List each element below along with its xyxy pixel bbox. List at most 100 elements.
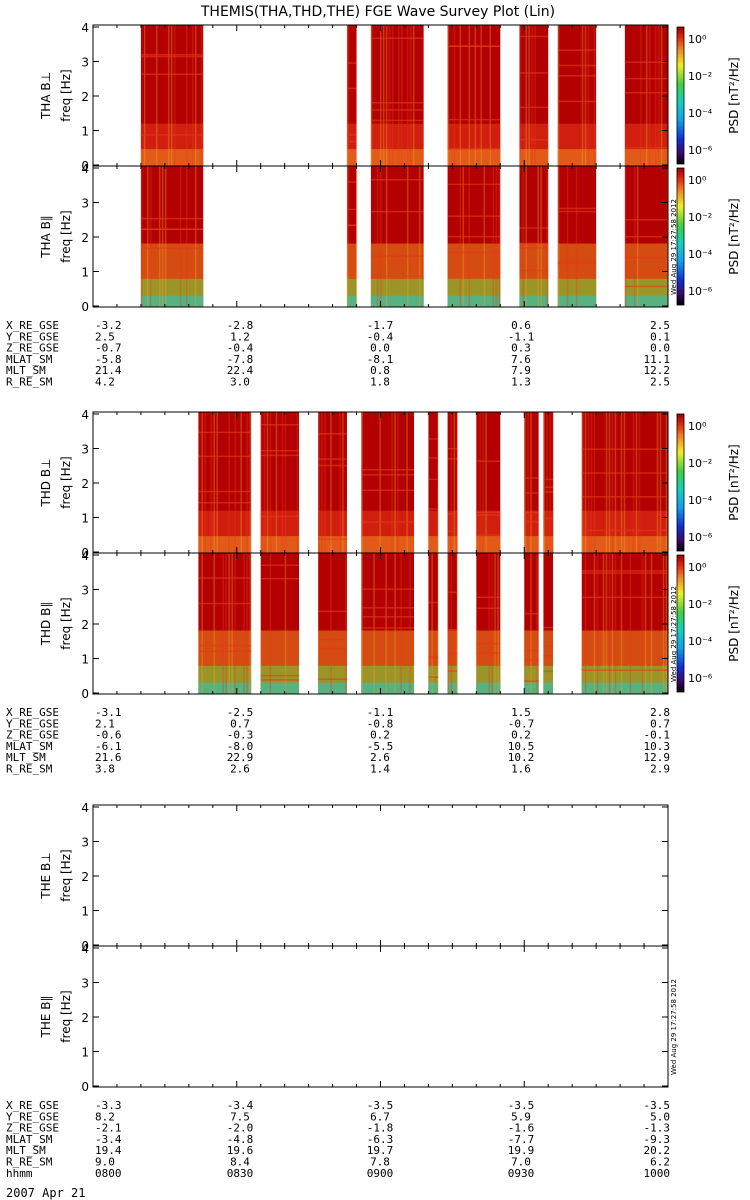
spectrogram-streak xyxy=(231,553,233,694)
spectrogram-streak xyxy=(330,553,332,694)
y-tick-label: 4 xyxy=(81,549,89,563)
spectrogram-harmonic xyxy=(476,652,501,654)
spectrogram-streak xyxy=(342,412,344,553)
spectrogram-harmonic xyxy=(140,73,204,75)
colorbar-tick-label: 10⁻⁴ xyxy=(688,635,713,648)
spectrogram-band xyxy=(346,123,357,166)
spectrogram-band xyxy=(524,682,539,694)
ephemeris-row-label: R_RE_SM xyxy=(6,763,53,776)
spectrogram-band xyxy=(524,536,539,553)
colorbar-tick-label: 10⁰ xyxy=(688,174,707,187)
spectrogram-harmonic xyxy=(428,657,438,659)
spectrogram-harmonic xyxy=(557,75,597,77)
y-tick-label: 0 xyxy=(81,1080,89,1094)
spectrogram-streak xyxy=(173,25,176,166)
spectrogram-band xyxy=(361,682,415,694)
ephemeris-value: -0.6 xyxy=(95,729,122,742)
spectrogram-streak xyxy=(537,166,539,307)
spectrogram-streak xyxy=(249,412,251,553)
spectrogram-band xyxy=(140,295,204,307)
y-tick-label: 0 xyxy=(81,687,89,701)
ephemeris-value: 0.0 xyxy=(370,342,390,355)
spectrogram-band xyxy=(260,682,300,694)
spectrogram-harmonic xyxy=(557,207,597,210)
y-tick-label: 4 xyxy=(81,162,89,176)
spectrogram-streak xyxy=(167,25,170,166)
spectrogram-interval xyxy=(447,412,458,553)
spectrogram-harmonic xyxy=(260,679,300,681)
spectrogram-harmonic xyxy=(198,431,252,434)
ephemeris-row-label: MLT_SM xyxy=(6,1144,46,1157)
spectrogram-harmonic xyxy=(140,247,204,249)
spectrogram-harmonic xyxy=(428,438,438,440)
spectrogram-band xyxy=(428,510,438,553)
colorbar-tick-label: 10⁻⁶ xyxy=(688,672,713,685)
spectrogram-interval xyxy=(346,25,357,166)
spectrogram-streak xyxy=(158,166,161,307)
ephemeris-value: -6.3 xyxy=(367,1133,394,1146)
spectrogram-streak xyxy=(234,553,236,694)
colorbar-tick-label: 10⁻⁴ xyxy=(688,494,713,507)
spectrogram-band xyxy=(476,536,501,553)
spectrogram-streak xyxy=(161,166,164,307)
spectrogram-streak xyxy=(534,25,536,166)
spectrogram-streak xyxy=(194,166,197,307)
spectrogram-streak xyxy=(497,553,499,694)
spectrogram-harmonic xyxy=(581,596,668,599)
spectrogram-interval xyxy=(447,553,458,694)
spectrogram-harmonic xyxy=(318,638,347,641)
spectrogram-harmonic xyxy=(260,564,300,566)
spectrogram-band xyxy=(447,295,501,307)
spectrogram-streak xyxy=(639,25,642,166)
ephemeris-row-label: MLAT_SM xyxy=(6,740,53,753)
spectrogram-harmonic xyxy=(428,457,438,459)
spectrogram-streak xyxy=(346,25,349,166)
spectrogram-streak xyxy=(243,553,245,694)
spectrogram-streak xyxy=(650,553,653,694)
colorbar-label: PSD [nT²/Hz] xyxy=(727,198,741,274)
spectrogram-streak xyxy=(200,25,203,166)
spectrogram-band xyxy=(346,278,357,307)
spectrogram-harmonic xyxy=(624,91,668,94)
spectrogram-band xyxy=(557,149,597,166)
ephemeris-value: -0.8 xyxy=(367,717,394,730)
spectrogram-harmonic xyxy=(198,455,252,458)
spectrogram-band xyxy=(543,682,553,694)
spectrogram-band xyxy=(519,295,549,307)
ephemeris-value: 21.6 xyxy=(95,751,122,764)
spectrogram-streak xyxy=(321,412,323,553)
spectrogram-streak xyxy=(524,412,526,553)
colorbar-label: PSD [nT²/Hz] xyxy=(727,57,741,133)
ephemeris-value: 0.6 xyxy=(511,319,531,332)
colorbar-tick-label: 10⁰ xyxy=(688,420,707,433)
y-tick-label: 4 xyxy=(81,942,89,956)
spectrogram-streak xyxy=(575,166,578,307)
spectrogram-band xyxy=(543,665,553,694)
spectrogram-streak xyxy=(269,412,272,553)
spectrogram-harmonic xyxy=(519,227,549,229)
ephemeris-value: -7.7 xyxy=(508,1133,535,1146)
colorbar-tick-label: 10⁻⁶ xyxy=(688,285,713,298)
spectrogram-streak xyxy=(608,553,611,694)
timestamp-stamp: Wed Aug 29 17:27:58 2012 xyxy=(670,199,678,295)
spectrogram-streak xyxy=(345,553,347,694)
spectrogram-streak xyxy=(234,412,236,553)
spectrogram-harmonic xyxy=(447,513,458,515)
spectrogram-interval xyxy=(346,166,357,307)
colorbar xyxy=(676,167,685,306)
ephemeris-value: 19.7 xyxy=(367,1144,394,1157)
spectrogram-harmonic xyxy=(447,447,458,450)
spectrogram-streak xyxy=(450,553,453,694)
ephemeris-value: -8.0 xyxy=(227,740,254,753)
spectrogram-band xyxy=(318,536,347,553)
spectrogram-streak xyxy=(540,166,542,307)
spectrogram-harmonic xyxy=(140,55,204,58)
spectrogram-streak xyxy=(530,412,532,553)
spectrogram-streak xyxy=(379,25,382,166)
spectrogram-streak xyxy=(406,412,408,553)
spectrogram-harmonic xyxy=(370,37,424,40)
spectrogram-streak xyxy=(447,25,450,166)
ephemeris-value: -3.5 xyxy=(367,1099,394,1112)
spectrogram-harmonic xyxy=(447,215,501,217)
